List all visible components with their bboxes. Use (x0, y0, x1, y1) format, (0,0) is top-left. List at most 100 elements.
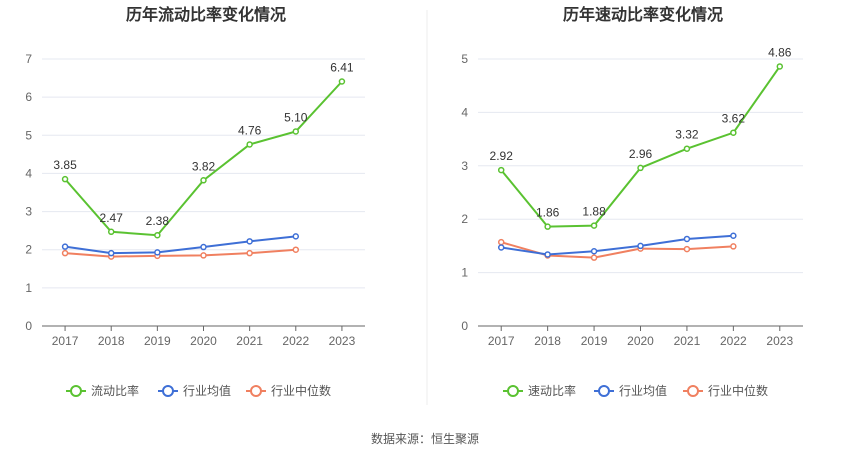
x-tick-label: 2017 (52, 334, 79, 348)
data-point (154, 249, 161, 256)
data-point (776, 63, 784, 70)
chart-title: 历年流动比率变化情况 (126, 5, 286, 24)
data-point (246, 249, 253, 257)
legend-marker-icon (687, 385, 699, 397)
data-label: 3.62 (722, 112, 746, 126)
y-tick-label: 0 (25, 319, 32, 333)
x-tick-label: 2022 (282, 334, 309, 348)
data-point (544, 223, 551, 230)
data-label: 1.88 (582, 205, 606, 219)
legend-marker-icon (507, 385, 519, 397)
data-point (730, 232, 737, 240)
legend-label: 行业中位数 (271, 383, 331, 398)
legend-marker-icon (70, 385, 82, 397)
y-tick-label: 1 (461, 266, 468, 280)
data-point (590, 247, 598, 255)
data-label: 2.38 (146, 214, 170, 228)
data-label: 2.92 (490, 149, 514, 163)
x-tick-label: 2017 (488, 334, 515, 348)
y-tick-label: 2 (25, 243, 32, 257)
legend-label: 速动比率 (528, 383, 576, 398)
data-point (107, 249, 115, 257)
legend-item[interactable]: 行业中位数 (246, 383, 331, 398)
data-label: 3.85 (53, 158, 77, 172)
x-tick-label: 2019 (144, 334, 171, 348)
chart-panel-2: 历年速动比率变化情况 0 1 2 3 4 5 2017 2018 2019 2020 2021 2022… (461, 5, 803, 398)
y-tick-label: 2 (461, 212, 468, 226)
data-point (683, 245, 691, 253)
y-tick-label: 4 (461, 105, 468, 119)
x-tick-label: 2023 (766, 334, 793, 348)
legend-label: 行业中位数 (708, 383, 768, 398)
data-point (637, 242, 644, 250)
legend-item[interactable]: 行业均值 (594, 383, 667, 398)
data-point (246, 141, 253, 148)
y-tick-label: 4 (25, 166, 32, 180)
data-point (200, 177, 207, 184)
y-tick-label: 0 (461, 319, 468, 333)
y-tick-label: 3 (25, 205, 32, 219)
legend-item[interactable]: 行业中位数 (683, 383, 768, 398)
data-point (292, 233, 300, 240)
legend-marker-icon (162, 385, 174, 397)
x-tick-label: 2019 (581, 334, 608, 348)
series-line (64, 248, 296, 258)
series-line (501, 234, 734, 256)
y-tick-label: 5 (25, 128, 32, 142)
legend-label: 流动比率 (91, 383, 139, 398)
data-point (683, 235, 691, 243)
series-line (64, 235, 296, 255)
legend-label: 行业均值 (183, 383, 231, 398)
legend-marker-icon (250, 385, 262, 397)
x-tick-label: 2020 (190, 334, 217, 348)
data-point (338, 78, 346, 85)
data-label: 6.41 (330, 61, 354, 75)
legend-item[interactable]: 流动比率 (66, 383, 139, 398)
x-tick-label: 2021 (674, 334, 701, 348)
x-tick-label: 2020 (627, 334, 654, 348)
legend-item[interactable]: 行业均值 (158, 383, 231, 398)
data-point (590, 222, 598, 229)
data-point (292, 246, 300, 253)
series-line (500, 241, 734, 259)
x-tick-label: 2018 (98, 334, 125, 348)
legend-marker-icon (598, 385, 610, 397)
chart-panel-1: 历年流动比率变化情况 0 1 2 3 4 5 6 7 2017 2018 2019 2020 2021 20… (25, 5, 365, 398)
data-point (292, 128, 300, 135)
data-label: 2.47 (100, 211, 124, 225)
data-point (61, 243, 69, 250)
data-point (61, 249, 69, 257)
source-note: 数据来源：恒生聚源 (371, 431, 479, 446)
y-tick-label: 7 (25, 52, 32, 66)
data-point (200, 243, 207, 251)
y-tick-label: 6 (25, 90, 32, 104)
data-point (246, 238, 253, 245)
x-tick-label: 2021 (236, 334, 263, 348)
data-point (683, 145, 691, 152)
data-label: 3.82 (192, 159, 216, 173)
data-point (544, 251, 551, 258)
data-point (730, 243, 737, 250)
data-point (730, 129, 737, 136)
data-point (497, 244, 505, 251)
data-label: 4.86 (768, 45, 792, 59)
y-tick-label: 5 (461, 52, 468, 66)
data-label: 4.76 (238, 123, 262, 137)
data-point (497, 238, 505, 246)
chart-title: 历年速动比率变化情况 (563, 5, 723, 24)
data-label: 3.32 (675, 128, 699, 142)
y-tick-label: 1 (25, 281, 32, 295)
legend-label: 行业均值 (619, 383, 667, 398)
y-tick-label: 3 (461, 159, 468, 173)
data-point (61, 175, 69, 183)
x-tick-label: 2018 (534, 334, 561, 348)
data-point (497, 166, 505, 174)
x-tick-label: 2023 (329, 334, 356, 348)
data-point (107, 228, 115, 236)
legend-item[interactable]: 速动比率 (503, 383, 576, 398)
x-tick-label: 2022 (720, 334, 747, 348)
data-point (154, 231, 161, 239)
data-point (200, 252, 207, 259)
data-label: 5.10 (284, 110, 308, 124)
